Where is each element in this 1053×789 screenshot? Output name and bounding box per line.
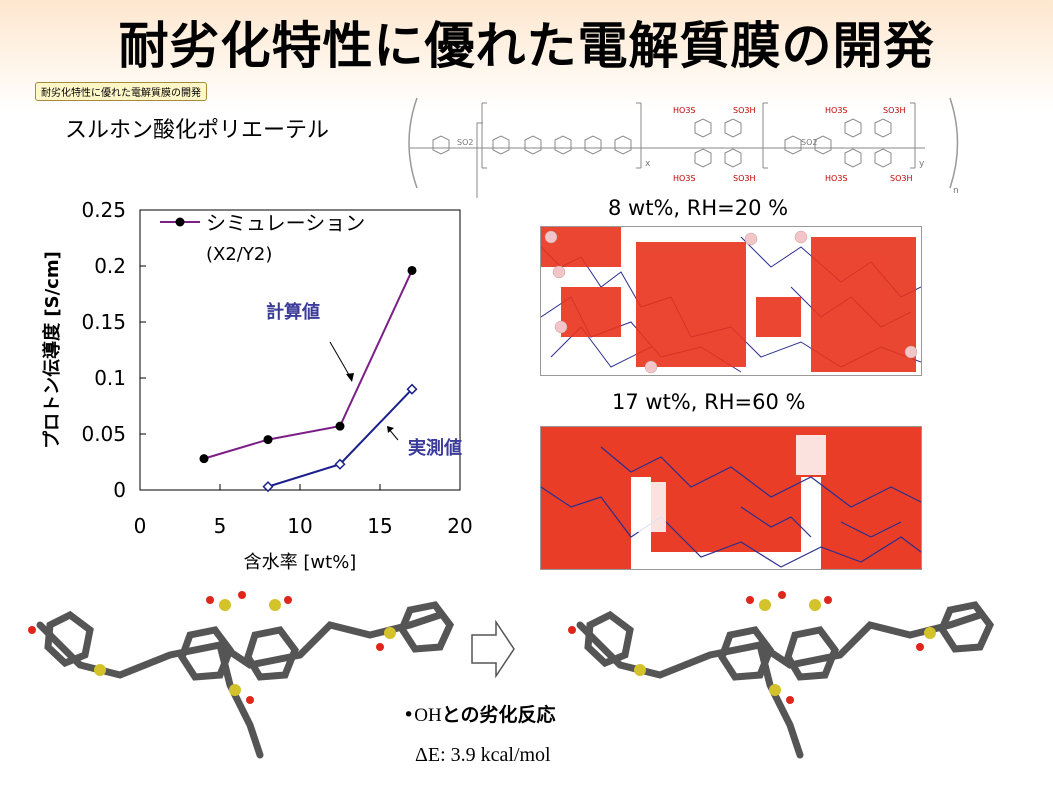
legend-label-line2: (X2/Y2) [206, 244, 272, 265]
y-tick-label: 0.25 [81, 198, 126, 222]
sim-image-label-1: 8 wt%, RH=20 % [608, 196, 789, 220]
sim-image-1 [540, 226, 922, 376]
x-tick-label: 0 [134, 514, 147, 538]
reaction-arrow-icon [471, 620, 515, 678]
x-tick-label: 15 [367, 514, 392, 538]
x-tick-label: 5 [214, 514, 227, 538]
activation-energy: ΔE: 3.9 kcal/mol [415, 744, 551, 766]
sulfonic-label-6: SO3H [883, 106, 905, 115]
subscript-n: n [953, 186, 959, 196]
legend-marker [175, 217, 185, 227]
annotation-calc-arrow [329, 341, 353, 381]
y-tick-label: 0 [113, 478, 126, 502]
y-axis-label: プロトン伝導度 [S/cm] [41, 251, 63, 449]
data-point-simulation [199, 454, 209, 464]
annotation-calc: 計算値 [266, 301, 320, 323]
sulfone-label-2: SO2 [801, 138, 817, 147]
sulfonic-label-2: SO3H [733, 106, 755, 115]
sim-image-label-2: 17 wt%, RH=60 % [612, 390, 806, 414]
subscript-y: y [919, 159, 925, 169]
reaction-bullet: • [403, 704, 415, 726]
reaction-oh: OH [414, 705, 442, 726]
legend-label-line1: シミュレーション [206, 211, 365, 235]
page-title: 耐劣化特性に優れた電解質膜の開発 [118, 17, 935, 75]
polymer-label: スルホン酸化ポリエーテル [65, 118, 330, 143]
data-point-simulation [335, 421, 345, 431]
molecular-models [28, 591, 995, 759]
reaction-description: との劣化反応 [441, 704, 556, 726]
y-tick-label: 0.1 [94, 366, 126, 390]
conductivity-chart: 0 0.05 0.1 0.15 0.2 0.25 0 5 10 15 20 シミュレーション (X… [41, 198, 473, 573]
data-point-measured [406, 383, 418, 395]
y-tick-label: 0.05 [81, 422, 126, 446]
slide-tag: 耐劣化特性に優れた電解質膜の開発 [35, 82, 207, 101]
x-tick-label: 10 [287, 514, 312, 538]
sim-image-2 [540, 426, 922, 570]
sulfonic-label-3: HO3S [673, 174, 695, 183]
sulfonic-label-5: HO3S [825, 106, 847, 115]
annotation-meas: 実測値 [408, 437, 462, 459]
sulfonic-label-1: HO3S [673, 106, 695, 115]
sulfone-label-1: SO2 [457, 138, 473, 147]
data-point-simulation [407, 265, 417, 275]
sulfonic-label-7: HO3S [825, 174, 847, 183]
series-simulation-line [203, 270, 413, 460]
y-tick-label: 0.15 [81, 310, 126, 334]
x-axis-label: 含水率 [wt%] [244, 552, 357, 573]
data-point-measured [334, 458, 346, 470]
data-point-simulation [263, 435, 273, 445]
plot-area [139, 209, 461, 491]
data-point-measured [262, 481, 274, 493]
reaction-text: •OHとの劣化反応 [403, 700, 555, 727]
polymer-structure-diagram: SO2 SO2 HO3S SO3H HO3S SO3H HO3S SO3H HO… [408, 97, 959, 198]
sulfonic-label-8: SO3H [890, 174, 912, 183]
x-tick-label: 20 [447, 514, 472, 538]
y-tick-label: 0.2 [94, 254, 126, 278]
subscript-x: x [645, 159, 651, 169]
sulfonic-label-4: SO3H [733, 174, 755, 183]
